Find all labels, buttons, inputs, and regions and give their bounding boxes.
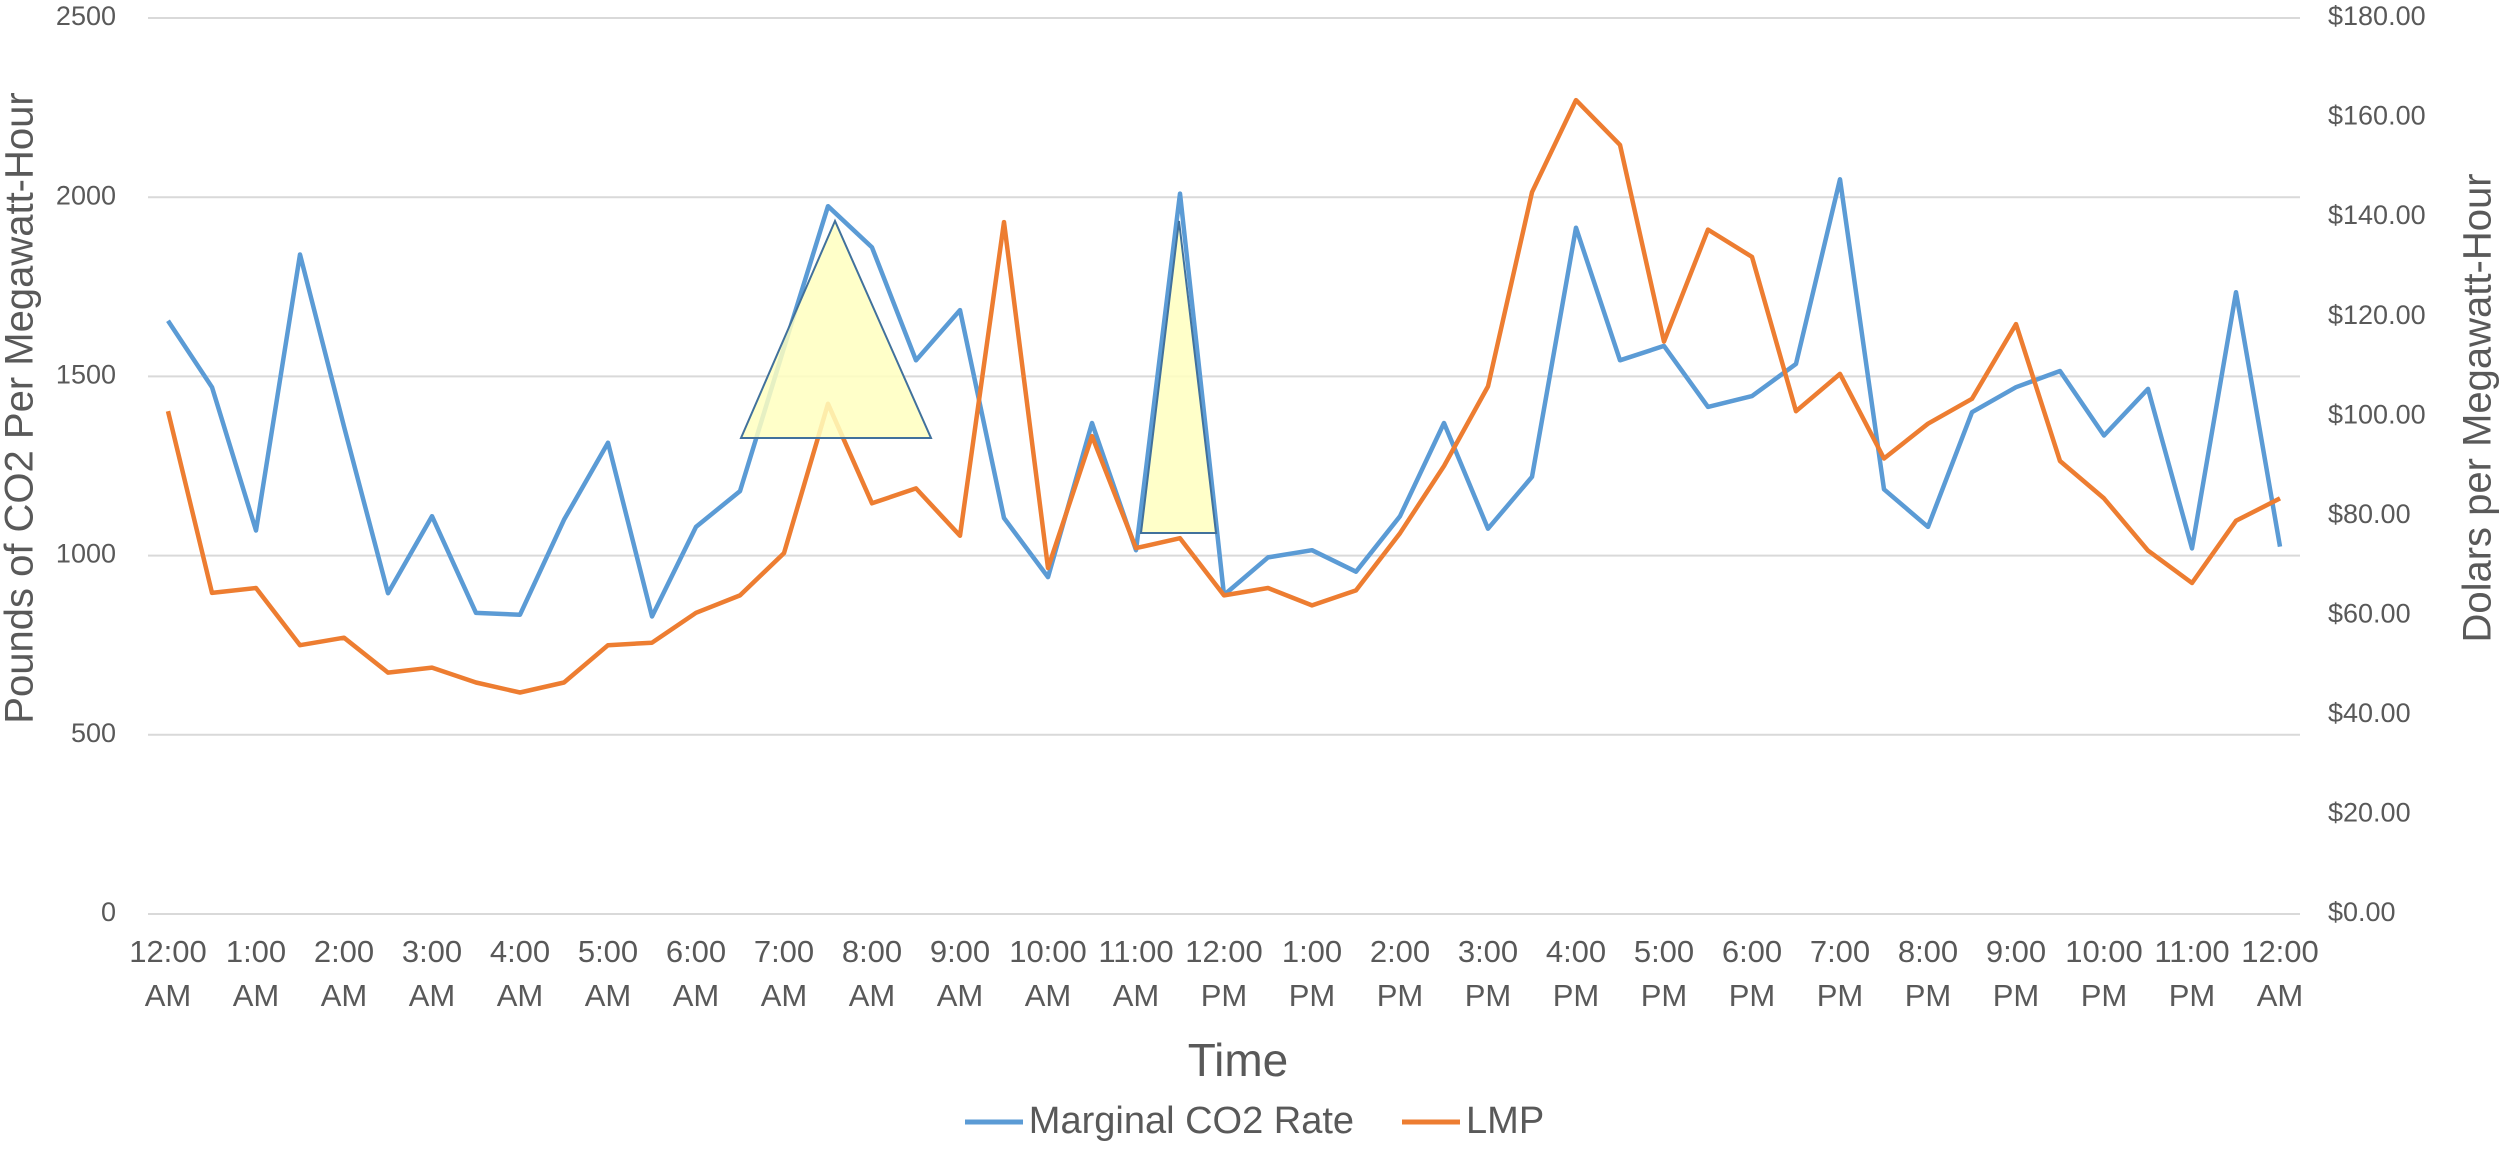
y2-tick-label: $180.00	[2328, 1, 2426, 31]
y-tick-label: 500	[71, 718, 116, 748]
y-tick-label: 2500	[56, 1, 116, 31]
x-tick-label: 6:00 PM	[1721, 934, 1783, 1013]
y2-tick-label: $100.00	[2328, 399, 2426, 429]
y2-tick-label: $140.00	[2328, 200, 2426, 230]
legend: Marginal CO2 Rate LMP	[0, 1100, 2509, 1143]
x-tick-label: 12:00 PM	[1185, 934, 1263, 1013]
x-tick-label: 1:00 AM	[225, 934, 287, 1013]
x-tick-label: 7:00 AM	[753, 934, 815, 1013]
y2-tick-label: $160.00	[2328, 101, 2426, 131]
legend-label: Marginal CO2 Rate	[1028, 1100, 1355, 1142]
x-tick-label: 12:00 AM	[129, 934, 207, 1013]
y2-tick-label: $80.00	[2328, 499, 2411, 529]
x-tick-label: 12:00 AM	[2241, 934, 2319, 1013]
y-tick-label: 1500	[56, 360, 116, 390]
legend-item: Marginal CO2 Rate	[964, 1100, 1355, 1143]
legend-label: LMP	[1466, 1100, 1545, 1142]
legend-item: LMP	[1402, 1100, 1544, 1143]
x-tick-label: 8:00 PM	[1897, 934, 1959, 1013]
x-tick-label: 4:00 AM	[489, 934, 551, 1013]
series-line	[166, 177, 2283, 619]
triangle-shape	[739, 218, 933, 439]
x-tick-label: 9:00 PM	[1985, 934, 2047, 1013]
x-tick-label: 5:00 PM	[1633, 934, 1695, 1013]
x-tick-label: 11:00 PM	[2154, 934, 2230, 1013]
x-tick-label: 8:00 AM	[841, 934, 903, 1013]
x-tick-label: 11:00 AM	[1098, 934, 1174, 1013]
legend-swatch	[964, 1119, 1023, 1124]
y-tick-label: 2000	[56, 180, 116, 210]
x-tick-label: 5:00 AM	[577, 934, 639, 1013]
series-line	[165, 97, 2282, 695]
legend-swatch	[1402, 1119, 1461, 1124]
y2-tick-label: $120.00	[2328, 300, 2426, 330]
y2-tick-label: $0.00	[2328, 897, 2396, 927]
x-tick-label: 3:00 PM	[1457, 934, 1519, 1013]
x-tick-label: 6:00 AM	[665, 934, 727, 1013]
x-tick-label: 7:00 PM	[1809, 934, 1871, 1013]
grid	[148, 17, 2300, 915]
x-axis-title: Time	[1188, 1034, 1289, 1086]
x-tick-label: 4:00 PM	[1545, 934, 1607, 1013]
y-tick-label: 0	[101, 897, 116, 927]
x-tick-label: 9:00 AM	[929, 934, 991, 1013]
lines	[165, 97, 2283, 695]
x-tick-label: 10:00 PM	[2065, 934, 2143, 1013]
x-tick-label: 2:00 AM	[313, 934, 375, 1013]
x-tick-label: 2:00 PM	[1369, 934, 1431, 1013]
x-tick-label: 1:00 PM	[1281, 934, 1343, 1013]
x-tick-label: 10:00 AM	[1009, 934, 1087, 1013]
y-axis-title: Pounds of CO2 Per Megawatt-Hour	[0, 92, 42, 723]
y2-tick-label: $60.00	[2328, 598, 2411, 628]
y2-axis-title: Dolars per Megawatt-Hour	[2456, 173, 2500, 642]
x-tick-label: 3:00 AM	[401, 934, 463, 1013]
y-tick-label: 1000	[56, 539, 116, 569]
y2-tick-label: $40.00	[2328, 698, 2411, 728]
triangle-shape	[1139, 220, 1218, 534]
y2-tick-label: $20.00	[2328, 798, 2411, 828]
